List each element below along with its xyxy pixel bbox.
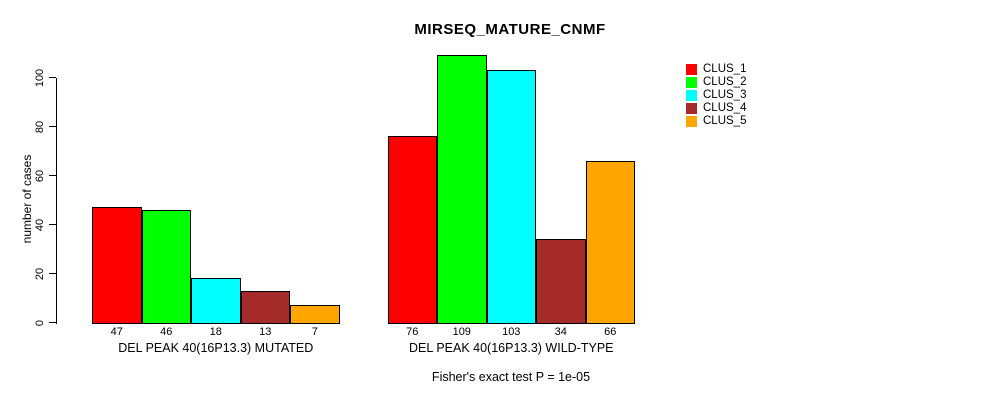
bar-value-label: 46 — [160, 326, 173, 338]
legend-swatch-CLUS_2 — [686, 77, 697, 88]
legend-item-CLUS_2: CLUS_2 — [686, 76, 746, 89]
bar-CLUS_3-wild-type — [486, 70, 536, 324]
bar-value-label: 66 — [604, 326, 617, 338]
bar-CLUS_4-mutated — [240, 290, 290, 324]
legend-label: CLUS_5 — [703, 115, 747, 127]
y-axis-tick — [48, 272, 56, 275]
legend-label: CLUS_2 — [703, 76, 747, 88]
legend-item-CLUS_3: CLUS_3 — [686, 89, 746, 102]
y-axis-tick-label: 0 — [34, 319, 46, 326]
bar-value-label: 18 — [209, 326, 222, 338]
legend-swatch-CLUS_5 — [686, 116, 697, 127]
legend-label: CLUS_4 — [703, 102, 747, 114]
bar-value-label: 13 — [259, 326, 272, 338]
legend-swatch-CLUS_3 — [686, 90, 697, 101]
legend-item-CLUS_4: CLUS_4 — [686, 102, 746, 115]
bar-CLUS_3-mutated — [191, 278, 241, 324]
y-axis-line — [55, 77, 57, 324]
y-axis-label: number of cases — [20, 154, 34, 244]
y-axis-tick-label: 20 — [34, 267, 46, 280]
bar-CLUS_1-wild-type — [387, 136, 437, 324]
y-axis-tick-label: 40 — [34, 218, 46, 231]
y-axis-tick — [48, 321, 56, 324]
y-axis-tick — [48, 223, 56, 226]
chart-title: MIRSEQ_MATURE_CNMF — [414, 21, 606, 38]
footnote-fisher-test: Fisher's exact test P = 1e-05 — [431, 370, 591, 384]
legend-swatch-CLUS_4 — [686, 103, 697, 114]
y-axis-tick-label: 100 — [34, 68, 46, 87]
category-label-mutated: DEL PEAK 40(16P13.3) MUTATED — [118, 341, 314, 355]
y-axis-tick — [48, 125, 56, 128]
legend-label: CLUS_1 — [703, 63, 747, 75]
bar-value-label: 76 — [406, 326, 419, 338]
bar-value-label: 109 — [452, 326, 471, 338]
legend-item-CLUS_1: CLUS_1 — [686, 63, 746, 76]
y-axis-tick — [48, 174, 56, 177]
y-axis-tick — [48, 76, 56, 79]
bar-CLUS_2-mutated — [141, 209, 191, 324]
category-label-wild-type: DEL PEAK 40(16P13.3) WILD-TYPE — [409, 341, 614, 355]
bar-CLUS_1-mutated — [92, 207, 142, 324]
bar-value-label: 47 — [110, 326, 123, 338]
bar-value-label: 103 — [502, 326, 521, 338]
bar-value-label: 34 — [554, 326, 567, 338]
bar-CLUS_5-wild-type — [585, 160, 635, 324]
bar-CLUS_2-wild-type — [437, 55, 487, 324]
legend-swatch-CLUS_1 — [686, 64, 697, 75]
y-axis-tick-label: 60 — [34, 169, 46, 182]
y-axis-tick-label: 80 — [34, 120, 46, 133]
legend-label: CLUS_3 — [703, 89, 747, 101]
bar-CLUS_4-wild-type — [536, 239, 586, 324]
bar-CLUS_5-mutated — [290, 305, 340, 324]
bar-value-label: 7 — [311, 326, 318, 338]
legend-item-CLUS_5: CLUS_5 — [686, 115, 746, 128]
